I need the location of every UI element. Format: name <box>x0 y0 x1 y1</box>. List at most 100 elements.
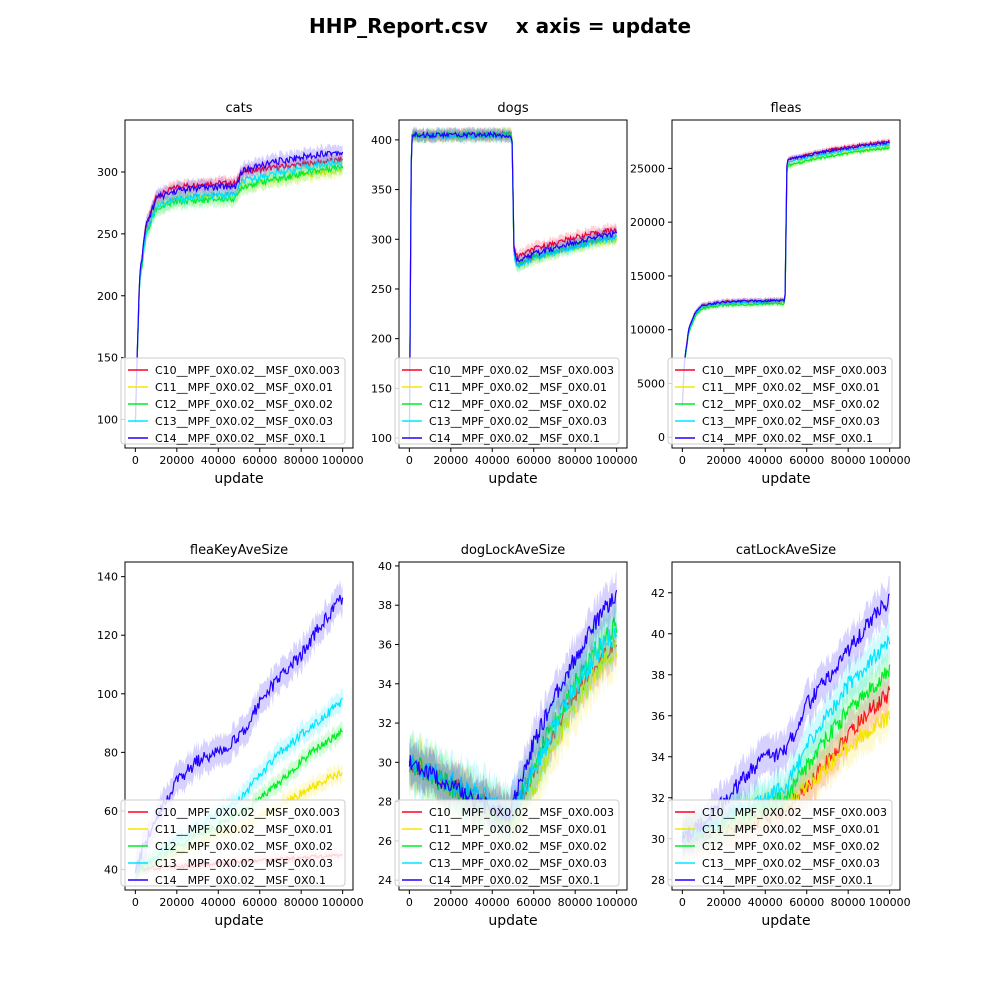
axes-frame <box>671 119 901 449</box>
y-tick-label: 26 <box>378 835 392 848</box>
y-tick-label: 42 <box>651 587 665 600</box>
x-tick-label: 0 <box>679 454 686 467</box>
y-tick-label: 30 <box>651 833 665 846</box>
x-tick-label: 60000 <box>242 896 277 909</box>
subplot-title: cats <box>226 101 253 116</box>
x-axis-label: update <box>761 471 810 487</box>
legend-label: C13__MPF_0X0.02__MSF_0X0.03 <box>429 857 607 870</box>
legend-label: C11__MPF_0X0.02__MSF_0X0.01 <box>702 823 880 836</box>
x-tick-label: 20000 <box>433 454 468 467</box>
series-line <box>134 150 344 422</box>
legend-label: C13__MPF_0X0.02__MSF_0X0.03 <box>155 415 333 428</box>
series-line <box>134 164 344 422</box>
y-tick-label: 140 <box>97 571 118 584</box>
x-tick-label: 100000 <box>869 896 911 909</box>
legend-box <box>120 357 346 445</box>
legend-label: C12__MPF_0X0.02__MSF_0X0.02 <box>702 840 880 853</box>
legend-label: C10__MPF_0X0.02__MSF_0X0.003 <box>429 806 614 819</box>
x-tick-label: 60000 <box>789 454 824 467</box>
legend-label: C12__MPF_0X0.02__MSF_0X0.02 <box>155 840 333 853</box>
series-band <box>409 570 617 842</box>
y-tick-label: 40 <box>104 864 118 877</box>
legend-label: C14__MPF_0X0.02__MSF_0X0.1 <box>429 874 600 887</box>
x-tick-label: 40000 <box>475 896 510 909</box>
x-tick-label: 40000 <box>475 454 510 467</box>
axes-frame <box>124 561 354 891</box>
x-tick-label: 40000 <box>201 896 236 909</box>
x-tick-label: 0 <box>406 896 413 909</box>
subplot-title: fleaKeyAveSize <box>190 543 288 558</box>
y-tick-label: 100 <box>371 432 392 445</box>
legend-label: C12__MPF_0X0.02__MSF_0X0.02 <box>429 840 607 853</box>
y-tick-label: 80 <box>104 746 118 759</box>
x-tick-label: 80000 <box>284 896 319 909</box>
x-tick-label: 80000 <box>831 896 866 909</box>
legend-label: C10__MPF_0X0.02__MSF_0X0.003 <box>429 364 614 377</box>
subplot-0: 0 20000 40000 60000 80000 100000 100 150 200 250 3… <box>97 101 364 487</box>
y-tick-label: 0 <box>658 431 665 444</box>
legend-label: C13__MPF_0X0.02__MSF_0X0.03 <box>155 857 333 870</box>
x-axis-label: update <box>214 913 263 929</box>
subplot-4: 0 20000 40000 60000 80000 100000 24 26 28 30 32 34 3… <box>378 543 638 929</box>
legend-label: C11__MPF_0X0.02__MSF_0X0.01 <box>155 823 333 836</box>
y-tick-label: 40 <box>651 628 665 641</box>
x-tick-label: 20000 <box>159 454 194 467</box>
x-tick-label: 60000 <box>242 454 277 467</box>
x-tick-label: 0 <box>132 454 139 467</box>
axes-frame <box>671 561 901 891</box>
y-tick-label: 200 <box>97 290 118 303</box>
subplot-title: catLockAveSize <box>736 543 836 558</box>
y-tick-label: 38 <box>651 669 665 682</box>
x-tick-label: 0 <box>679 896 686 909</box>
series-band <box>409 593 617 851</box>
legend-label: C10__MPF_0X0.02__MSF_0X0.003 <box>155 364 340 377</box>
series-line <box>408 130 618 437</box>
legend-label: C11__MPF_0X0.02__MSF_0X0.01 <box>429 381 607 394</box>
y-tick-label: 36 <box>651 710 665 723</box>
y-tick-label: 34 <box>651 751 665 764</box>
series-line <box>134 159 343 423</box>
legend-box <box>120 799 346 887</box>
x-tick-label: 20000 <box>159 896 194 909</box>
y-tick-label: 120 <box>97 629 118 642</box>
plot-area <box>681 137 891 409</box>
y-tick-label: 20000 <box>630 216 665 229</box>
y-tick-label: 100 <box>97 688 118 701</box>
axes-frame <box>398 119 628 449</box>
y-tick-label: 100 <box>97 414 118 427</box>
legend-label: C14__MPF_0X0.02__MSF_0X0.1 <box>155 874 326 887</box>
x-tick-label: 80000 <box>831 454 866 467</box>
legend-label: C13__MPF_0X0.02__MSF_0X0.03 <box>429 415 607 428</box>
y-tick-label: 250 <box>97 228 118 241</box>
y-tick-label: 32 <box>651 792 665 805</box>
y-tick-label: 40 <box>378 560 392 573</box>
y-tick-label: 25000 <box>630 162 665 175</box>
x-tick-label: 0 <box>132 896 139 909</box>
y-tick-label: 300 <box>97 166 118 179</box>
x-tick-label: 60000 <box>516 454 551 467</box>
y-tick-label: 250 <box>371 283 392 296</box>
y-tick-label: 32 <box>378 717 392 730</box>
subplot-2: 0 20000 40000 60000 80000 100000 0 5000 10000 150… <box>630 101 911 487</box>
y-tick-label: 400 <box>371 134 392 147</box>
legend-box <box>667 357 893 445</box>
series-line <box>408 589 618 822</box>
legend-box <box>394 799 620 887</box>
y-tick-label: 28 <box>378 796 392 809</box>
figure-title: HHP_Report.csv x axis = update <box>308 14 692 38</box>
legend-label: C14__MPF_0X0.02__MSF_0X0.1 <box>702 874 873 887</box>
legend-label: C12__MPF_0X0.02__MSF_0X0.02 <box>702 398 880 411</box>
x-tick-label: 80000 <box>284 454 319 467</box>
subplot-5: 0 20000 40000 60000 80000 100000 28 30 32 34 36 38 4… <box>651 543 911 929</box>
x-tick-label: 100000 <box>322 896 364 909</box>
x-tick-label: 100000 <box>596 454 638 467</box>
axes-frame <box>398 561 628 891</box>
subplot-title: dogLockAveSize <box>461 543 566 558</box>
y-tick-label: 200 <box>371 333 392 346</box>
legend-label: C12__MPF_0X0.02__MSF_0X0.02 <box>155 398 333 411</box>
plot-area <box>408 126 618 447</box>
y-tick-label: 34 <box>378 678 392 691</box>
subplot-title: dogs <box>497 101 528 116</box>
x-tick-label: 40000 <box>748 454 783 467</box>
